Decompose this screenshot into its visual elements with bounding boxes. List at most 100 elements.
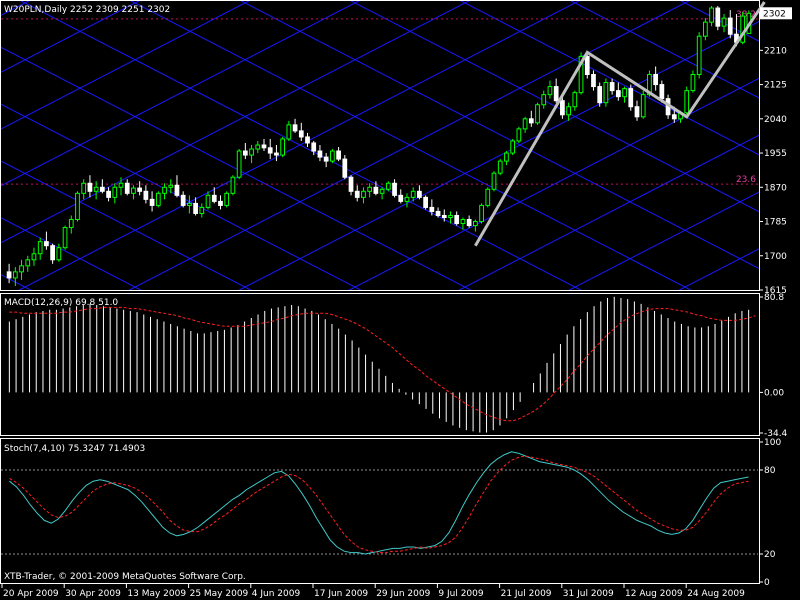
candle-body bbox=[417, 190, 422, 198]
candle-body bbox=[137, 187, 143, 192]
stoch-tick: 80 bbox=[764, 466, 776, 476]
grid-line-down bbox=[1, 274, 32, 290]
candle-body bbox=[591, 74, 596, 88]
grid-line-down bbox=[130, 1, 692, 290]
candle-body bbox=[553, 86, 559, 102]
macd-panel-border bbox=[0, 293, 760, 436]
candle-body bbox=[348, 176, 354, 192]
candle-body bbox=[19, 265, 24, 273]
candle-body bbox=[37, 241, 43, 255]
macd-series bbox=[8, 296, 756, 433]
macd-title: MACD(12,26,9) 69.8 51.0 bbox=[4, 298, 118, 308]
candle-body bbox=[174, 184, 180, 196]
price-tick: 1700 bbox=[764, 252, 787, 262]
grid-line-down bbox=[1, 217, 142, 290]
grid-line-down bbox=[1, 46, 472, 290]
grid-line-down bbox=[20, 1, 582, 290]
candle-body bbox=[224, 192, 230, 206]
candle-body bbox=[211, 194, 217, 202]
candle-body bbox=[317, 150, 323, 158]
candle-body bbox=[236, 150, 242, 178]
trend-lines[interactable] bbox=[474, 1, 766, 247]
candle-body bbox=[298, 130, 304, 138]
date-tick: 4 Jun 2009 bbox=[252, 589, 301, 599]
candle-body bbox=[647, 74, 652, 96]
candle-body bbox=[429, 206, 435, 212]
stoch-series bbox=[1, 451, 758, 555]
candle-body bbox=[659, 84, 665, 100]
candle-body bbox=[535, 104, 540, 124]
current-price-badge bbox=[760, 7, 792, 20]
candle-body bbox=[572, 92, 578, 108]
candle-body bbox=[99, 186, 105, 192]
stoch-d-line bbox=[9, 455, 749, 554]
candle-body bbox=[597, 86, 603, 104]
y-axes: 2210 2125 2040 1955 1870 1785 1700 1615 2302 80.8… bbox=[759, 7, 792, 588]
candle-body bbox=[180, 194, 186, 206]
candle-body bbox=[603, 82, 609, 104]
macd-tick: 80.8 bbox=[764, 293, 784, 303]
grid-line-up bbox=[568, 191, 759, 290]
date-tick: 13 May 2009 bbox=[127, 589, 186, 599]
candle-body bbox=[479, 204, 484, 223]
candle-body bbox=[205, 194, 211, 208]
candle-body bbox=[522, 118, 528, 130]
candle-body bbox=[609, 82, 615, 92]
candle-body bbox=[441, 214, 447, 218]
price-tick: 1870 bbox=[764, 183, 787, 193]
gann-grid bbox=[1, 1, 759, 290]
candle-body bbox=[112, 186, 118, 198]
current-price-label: 2302 bbox=[763, 9, 786, 19]
price-panel-border bbox=[0, 0, 760, 291]
candle-body bbox=[50, 245, 55, 261]
candle-body bbox=[274, 152, 279, 156]
candle-body bbox=[305, 136, 310, 144]
candle-body bbox=[280, 138, 286, 156]
candle-body bbox=[472, 221, 478, 227]
candle-body bbox=[131, 187, 136, 194]
candle-body bbox=[435, 210, 441, 216]
candle-body bbox=[187, 202, 192, 206]
candle-body bbox=[584, 55, 590, 76]
date-tick: 20 Apr 2009 bbox=[3, 589, 59, 599]
candle-body bbox=[31, 253, 37, 261]
candle-body bbox=[466, 219, 472, 227]
candle-body bbox=[292, 124, 298, 132]
fib-label: 38.2 bbox=[736, 10, 756, 20]
price-tick: 1785 bbox=[764, 218, 787, 228]
candle-body bbox=[75, 192, 80, 221]
candle-body bbox=[684, 90, 690, 114]
candle-body bbox=[143, 190, 149, 200]
candle-body bbox=[68, 219, 74, 229]
candle-body bbox=[448, 214, 453, 218]
candle-body bbox=[218, 200, 223, 206]
date-tick: 25 May 2009 bbox=[190, 589, 249, 599]
candle-body bbox=[255, 144, 261, 150]
price-tick: 2210 bbox=[764, 46, 787, 56]
grid-line-up bbox=[1, 1, 30, 16]
candle-body bbox=[373, 186, 379, 194]
candle-body bbox=[709, 7, 714, 23]
date-tick: 9 Jul 2009 bbox=[438, 589, 483, 599]
candle-body bbox=[261, 144, 267, 149]
candle-body bbox=[510, 140, 516, 154]
grid-line-down bbox=[460, 1, 759, 156]
candle-body bbox=[653, 74, 659, 86]
candle-body bbox=[634, 106, 640, 118]
candle-body bbox=[311, 142, 317, 152]
candle-body bbox=[193, 202, 198, 214]
grid-line-down bbox=[350, 1, 759, 213]
candle-body bbox=[12, 271, 18, 279]
price-title: W20PLN,Daily 2252 2309 2251 2302 bbox=[4, 5, 170, 15]
candle-body bbox=[44, 241, 49, 247]
grid-line-down bbox=[1, 160, 252, 290]
date-tick: 24 Aug 2009 bbox=[687, 589, 745, 599]
stoch-tick: 100 bbox=[764, 438, 781, 448]
x-axis: 20 Apr 2009 30 Apr 2009 13 May 2009 25 May … bbox=[1, 584, 745, 599]
candle-body bbox=[168, 184, 174, 188]
candle-body bbox=[385, 182, 391, 190]
candle-body bbox=[336, 150, 341, 160]
candle-body bbox=[721, 17, 727, 27]
stoch-tick: 0 bbox=[764, 578, 770, 588]
